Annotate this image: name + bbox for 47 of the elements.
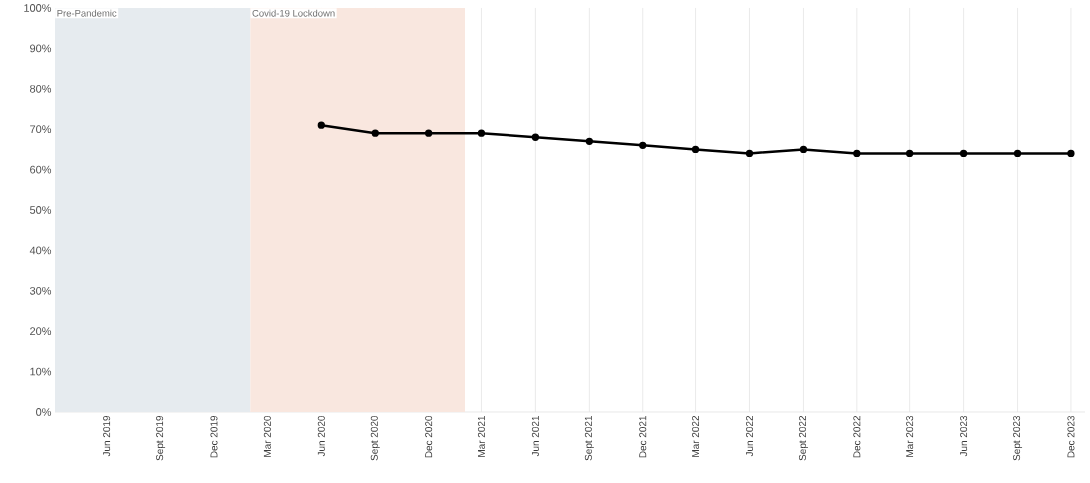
y-tick-label: 10% <box>30 367 52 376</box>
x-tick-label: Jun 2023 <box>960 415 968 457</box>
y-tick-label: 70% <box>30 125 52 134</box>
x-tick-label: Sept 2020 <box>370 415 380 461</box>
point <box>317 121 325 129</box>
y-tick-label: 40% <box>29 246 52 255</box>
x-tick-label: Mar 2023 <box>906 415 914 457</box>
y-tick-label: 30% <box>29 286 52 295</box>
point <box>1013 149 1022 158</box>
point <box>691 145 700 154</box>
x-tick-label: Dec 2021 <box>639 416 647 458</box>
point <box>585 137 594 145</box>
point <box>425 129 433 137</box>
x-tick-label: Mar 2020 <box>263 415 271 457</box>
point <box>477 129 486 137</box>
x-tick-label: Dec 2022 <box>853 416 861 458</box>
point <box>371 129 379 137</box>
x-tick-label: Sept 2021 <box>584 416 594 461</box>
x-tick-label: Sept 2019 <box>156 415 166 461</box>
x-tick-label: Mar 2022 <box>692 416 700 457</box>
x-tick-label: Mar 2021 <box>477 416 485 457</box>
point <box>799 145 808 154</box>
band-label: Covid-19 Lockdown <box>252 9 335 17</box>
point <box>745 149 754 158</box>
y-tick-label: 0% <box>36 408 52 416</box>
x-tick-label: Dec 2023 <box>1067 415 1075 458</box>
x-tick-label: Sept 2023 <box>1013 415 1023 461</box>
x-tick-label: Jun 2019 <box>103 415 111 457</box>
x-tick-label: Jun 2020 <box>317 415 325 457</box>
point <box>905 149 914 158</box>
band-label: Pre-Pandemic <box>57 9 117 17</box>
y-tick-label: 100% <box>24 4 52 12</box>
x-tick-label: Dec 2019 <box>210 415 218 458</box>
point <box>959 149 968 158</box>
x-tick-label: Jun 2022 <box>745 416 754 457</box>
point <box>1067 149 1075 158</box>
point <box>639 141 647 149</box>
y-tick-label: 80% <box>30 84 52 93</box>
y-tick-label: 20% <box>30 327 52 336</box>
y-tick-label: 50% <box>29 206 52 214</box>
x-tick-label: Sept 2022 <box>798 416 808 461</box>
x-tick-label: Dec 2020 <box>425 415 433 458</box>
point <box>853 149 861 158</box>
y-tick-label: 90% <box>30 44 52 53</box>
y-tick-label: 60% <box>30 165 52 174</box>
point <box>531 133 540 141</box>
x-tick-label: Jun 2021 <box>531 416 539 457</box>
